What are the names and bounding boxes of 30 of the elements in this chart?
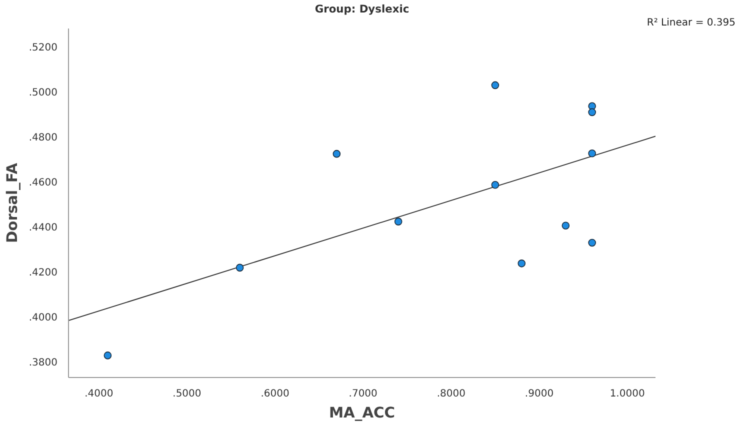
point	[562, 222, 570, 230]
point	[236, 264, 244, 272]
x-tick-label: .7000	[348, 388, 378, 400]
annotation: R² Linear = 0.395	[646, 18, 736, 28]
y-tick-label: .4000	[28, 312, 58, 324]
y-tick-label: .4200	[28, 267, 58, 278]
y-axis-title: Dorsal_FA	[4, 162, 21, 244]
x-tick-label: .9000	[524, 388, 554, 400]
x-axis-title: MA_ACC	[328, 404, 396, 422]
point	[394, 218, 402, 226]
x-tick-label: .5000	[172, 388, 202, 400]
point	[332, 150, 341, 158]
x-tick-label: 1.0000	[610, 388, 645, 400]
point	[588, 238, 596, 247]
point	[491, 180, 500, 189]
y-tick-label: .4800	[28, 132, 58, 144]
point	[104, 352, 112, 360]
x-tick-label: .8000	[436, 388, 466, 400]
point	[588, 108, 596, 116]
y-tick-label: .5000	[28, 87, 58, 98]
chart-title: Group: Dyslexic	[314, 2, 410, 16]
x-tick-label: .6000	[260, 388, 290, 400]
y-tick-label: .3800	[28, 357, 58, 368]
point	[588, 149, 596, 158]
y-tick-label: .4600	[28, 177, 58, 188]
point	[491, 81, 500, 90]
y-tick-label: .5200	[28, 42, 58, 54]
x-tick-label: .4000	[84, 388, 114, 400]
point	[518, 260, 526, 268]
y-tick-label: .4400	[28, 222, 58, 234]
